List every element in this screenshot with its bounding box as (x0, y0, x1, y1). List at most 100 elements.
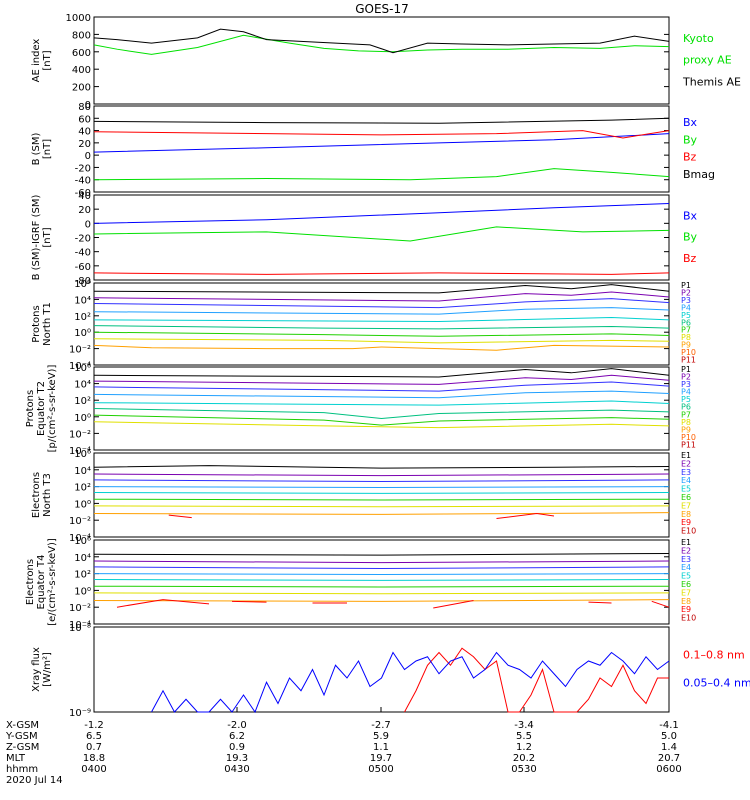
legend-e2: E2 (681, 459, 691, 468)
y-axis-label: North T3 (42, 473, 53, 517)
legend-p10: P10 (681, 348, 696, 357)
series-e8-line (93, 512, 670, 515)
legend-entry: Kyoto (683, 32, 714, 45)
panel-8: 10⁻⁹ 10⁻⁸ Xray flux [W/m²] 0.1–0.8 nm 0.05–0.… (31, 623, 750, 719)
legend-entry: proxy AE (683, 54, 732, 67)
y-axis-label: B (SM)-IGRF (SM) (31, 195, 42, 281)
y-tick-label: 10⁻⁹ (69, 708, 91, 719)
series-p5-line (93, 400, 670, 406)
x-tick-label: 6.5 (86, 731, 102, 742)
x-tick-label: 19.3 (226, 753, 248, 764)
series-0-05-0-4-nm-line (151, 651, 670, 714)
panel-frame (93, 452, 670, 538)
series-bz-line (93, 272, 670, 275)
y-tick-label: 0 (85, 219, 91, 230)
y-tick-label: 40 (78, 127, 91, 138)
x-tick-label: 1.4 (661, 742, 677, 753)
series-p8-line (93, 421, 670, 429)
legend-p11: P11 (681, 440, 696, 449)
y-tick-label: 10⁴ (74, 466, 91, 477)
y-tick-label: 60 (78, 114, 91, 125)
y-tick-label: 40 (78, 191, 91, 202)
series-p4-line (93, 390, 670, 399)
x-tick-label: 5.0 (661, 731, 677, 742)
legend-e2: E2 (681, 546, 691, 555)
series-bx-line (93, 203, 670, 224)
legend-p2: P2 (681, 288, 691, 297)
y-tick-label: -20 (75, 163, 91, 174)
series-p8-line (93, 338, 670, 344)
x-tick-label: 0500 (368, 764, 393, 775)
y-tick-label: 1000 (66, 13, 91, 24)
y-tick-label: 10⁻² (69, 345, 91, 356)
series-e3-line (93, 566, 670, 570)
panel-frame (93, 16, 670, 105)
legend-e10: E10 (681, 614, 696, 623)
series-e9-line (651, 600, 670, 608)
x-tick-label: 0430 (224, 764, 249, 775)
series-e4-line (93, 486, 670, 488)
legend-entry: Themis AE (682, 75, 741, 88)
legend-p7: P7 (681, 410, 691, 419)
panel-frame (93, 539, 670, 625)
y-axis-label: [nT] (42, 227, 53, 247)
series-e6-line (93, 585, 670, 588)
series-e9-line (496, 512, 555, 520)
y-tick-label: 10⁻⁸ (69, 623, 91, 634)
series-e9-line (168, 514, 192, 519)
series-p6-line (93, 325, 670, 330)
series-p7-line (93, 414, 670, 426)
y-tick-label: 10² (74, 396, 91, 407)
y-tick-label: 80 (78, 102, 91, 113)
series-p3-line (93, 298, 670, 309)
y-tick-label: 10² (74, 312, 91, 323)
legend-e4: E4 (681, 476, 691, 485)
series-e1-line (93, 465, 670, 469)
legend-p5: P5 (681, 395, 691, 404)
series-e7-line (93, 592, 670, 595)
series-p1-line (93, 284, 670, 294)
y-tick-label: -60 (75, 188, 91, 199)
date-label: 2020 Jul 14 (6, 775, 63, 786)
y-axis-label: North T1 (42, 302, 53, 346)
panel-frame (93, 105, 670, 193)
y-tick-label: 400 (72, 65, 91, 76)
series-bz-line (93, 130, 670, 139)
y-axis-label: Equator T2 (36, 381, 47, 436)
y-tick-label: 10⁶ (74, 449, 91, 460)
series-e4-line (93, 573, 670, 575)
y-axis-label: Protons (25, 390, 36, 427)
series-bx-line (93, 133, 670, 153)
x-tick-label: 0530 (511, 764, 536, 775)
x-tick-label: 0400 (81, 764, 106, 775)
legend-entry: 0.05–0.4 nm (683, 677, 750, 690)
x-row-label: MLT (6, 753, 26, 764)
series-p2-line (93, 374, 670, 385)
y-tick-label: -40 (75, 176, 91, 187)
legend-p2: P2 (681, 373, 691, 382)
y-tick-label: 10² (74, 483, 91, 494)
legend-p10: P10 (681, 433, 696, 442)
x-tick-label: 0.7 (86, 742, 102, 753)
x-tick-label: -2.7 (371, 720, 391, 731)
legend-entry: By (683, 231, 698, 244)
legend-e1: E1 (681, 538, 691, 547)
y-axis-label: [p/(cm²-s-sr-keV)] (47, 365, 58, 453)
y-axis-label: [e/(cm²-s-sr-keV)] (47, 538, 58, 626)
y-tick-label: -80 (75, 276, 91, 287)
panel-frame (93, 194, 670, 281)
panel-3: -80 -60 -40 -20 0 20 40 B (SM)-IGRF (SM) [nT] Bx B… (31, 191, 698, 287)
legend-e9: E9 (681, 518, 691, 527)
y-tick-label: 10⁰ (74, 586, 91, 597)
legend-e5: E5 (681, 485, 691, 494)
series-e7-line (93, 505, 670, 508)
legend-e9: E9 (681, 605, 691, 614)
legend-e1: E1 (681, 451, 691, 460)
series-p5-line (93, 316, 670, 323)
y-tick-label: 10⁴ (74, 380, 91, 391)
series-e1-line (93, 552, 670, 556)
series-bmag-line (93, 117, 670, 124)
